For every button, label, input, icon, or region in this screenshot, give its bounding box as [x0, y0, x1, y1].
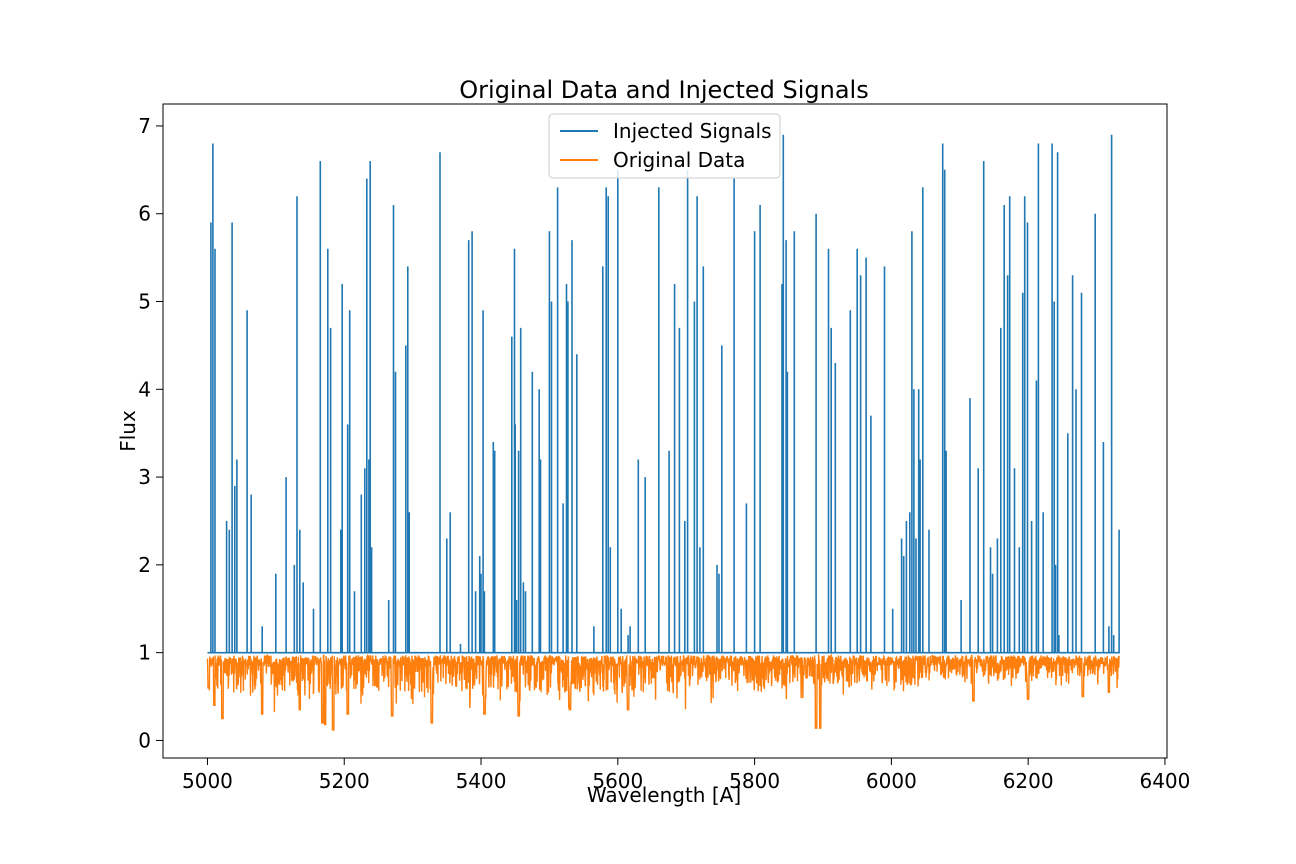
x-tick-label: 6000 — [866, 769, 917, 793]
legend-label-injected-signals: Injected Signals — [613, 119, 772, 143]
series-injected-signals — [207, 134, 1120, 654]
y-tick-label: 6 — [138, 202, 151, 226]
x-tick-label: 5800 — [729, 769, 780, 793]
y-tick-label: 7 — [138, 114, 151, 138]
plot-area-frame — [162, 103, 1168, 759]
x-tick-label: 5600 — [592, 769, 643, 793]
legend: Injected Signals Original Data — [548, 113, 781, 179]
y-axis: 0 1 2 3 4 5 6 7 — [138, 114, 163, 752]
x-tick-label: 6400 — [1139, 769, 1190, 793]
y-axis-label: Flux — [116, 410, 140, 452]
chart-title: Original Data and Injected Signals — [459, 76, 868, 104]
x-tick-label: 6200 — [1003, 769, 1054, 793]
y-tick-label: 5 — [138, 290, 151, 314]
series-layer — [206, 134, 1120, 731]
legend-box — [548, 113, 781, 179]
x-axis: 5000 5200 5400 5600 5800 6000 6200 6400 — [182, 758, 1190, 793]
y-tick-label: 3 — [138, 465, 151, 489]
x-tick-label: 5000 — [182, 769, 233, 793]
series-original-data — [206, 653, 1120, 731]
x-tick-label: 5400 — [456, 769, 507, 793]
x-tick-label: 5200 — [319, 769, 370, 793]
y-tick-label: 2 — [138, 553, 151, 577]
y-tick-label: 0 — [138, 728, 151, 752]
legend-label-original-data: Original Data — [613, 148, 745, 172]
y-tick-label: 1 — [138, 641, 151, 665]
x-axis-label: Wavelength [A] — [587, 783, 741, 807]
y-tick-label: 4 — [138, 377, 151, 401]
